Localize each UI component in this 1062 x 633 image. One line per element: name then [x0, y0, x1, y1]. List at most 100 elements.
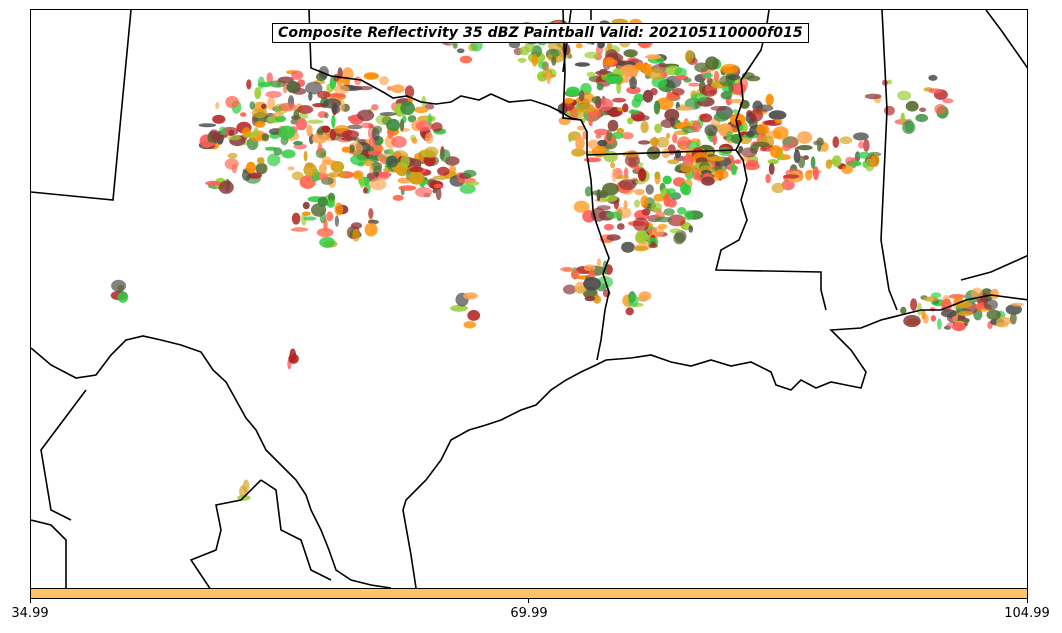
reflectivity-blob [400, 155, 410, 168]
reflectivity-blob [570, 269, 580, 280]
reflectivity-blob [349, 144, 355, 153]
reflectivity-blob [517, 57, 527, 63]
reflectivity-blob [340, 136, 357, 141]
reflectivity-blob [584, 295, 596, 302]
reflectivity-blob [685, 49, 694, 64]
reflectivity-blob [302, 211, 311, 216]
reflectivity-blob [586, 71, 596, 78]
reflectivity-blob [645, 54, 662, 60]
reflectivity-blob [240, 112, 247, 117]
reflectivity-blob [305, 81, 323, 95]
state-borders [31, 10, 1027, 588]
reflectivity-blob [531, 53, 538, 67]
reflectivity-blob [640, 195, 649, 209]
reflectivity-blob [606, 129, 613, 142]
reflectivity-blob [596, 82, 604, 91]
reflectivity-blob [291, 70, 304, 80]
reflectivity-blob [654, 171, 661, 185]
reflectivity-blob [575, 43, 583, 49]
reflectivity-blob [571, 148, 586, 157]
colorbar-tick-label-max: 104.99 [1004, 606, 1050, 621]
reflectivity-blob [415, 187, 433, 198]
reflectivity-blob [1010, 312, 1017, 325]
reflectivity-blob [569, 106, 578, 121]
map-title: Composite Reflectivity 35 dBZ Paintball … [272, 23, 809, 43]
reflectivity-blob [594, 128, 609, 136]
map-panel: Composite Reflectivity 35 dBZ Paintball … [30, 9, 1028, 589]
reflectivity-blob [762, 120, 776, 125]
colorbar-tick [30, 599, 31, 603]
reflectivity-blob [399, 118, 405, 132]
reflectivity-blob [333, 85, 350, 94]
reflectivity-blob [934, 103, 947, 115]
reflectivity-blob [730, 164, 737, 176]
reflectivity-blob [583, 264, 596, 272]
reflectivity-blob [466, 181, 480, 186]
reflectivity-blob [354, 76, 362, 86]
reflectivity-blob [606, 211, 622, 219]
reflectivity-blob [439, 149, 451, 163]
reflectivity-blob [350, 222, 363, 230]
reflectivity-blob [316, 227, 334, 238]
reflectivity-blob [676, 106, 694, 111]
reflectivity-blob [796, 131, 813, 144]
reflectivity-blob [334, 202, 344, 216]
reflectivity-blob [663, 208, 675, 216]
reflectivity-blob [660, 119, 675, 128]
reflectivity-blob [986, 309, 1001, 320]
reflectivity-blob [629, 76, 637, 90]
reflectivity-blob [306, 124, 313, 137]
reflectivity-blob [307, 119, 324, 124]
reflectivity-blob [317, 90, 331, 99]
reflectivity-blob [387, 86, 393, 91]
reflectivity-blob [602, 56, 615, 67]
reflectivity-blob [887, 79, 892, 85]
reflectivity-blob [254, 87, 262, 100]
reflectivity-blob [202, 142, 216, 147]
mississippi-river [714, 10, 827, 311]
reflectivity-blob [642, 89, 654, 103]
reflectivity-blob [551, 55, 557, 66]
reflectivity-blob [955, 300, 973, 309]
reflectivity-blob [616, 127, 624, 135]
reflectivity-blob [677, 136, 691, 150]
reflectivity-blob [765, 173, 771, 184]
reflectivity-blob [679, 182, 689, 195]
reflectivity-blob [633, 246, 649, 252]
reflectivity-blob [628, 109, 640, 115]
reflectivity-blob [456, 48, 465, 54]
reflectivity-blob [596, 258, 602, 267]
reflectivity-blob [704, 124, 718, 137]
reflectivity-blob [275, 115, 287, 123]
mexico-state-line-3 [189, 479, 262, 588]
reflectivity-blob [288, 353, 299, 364]
reflectivity-blob [299, 175, 316, 189]
reflectivity-blob [368, 137, 376, 147]
reflectivity-blob [940, 309, 957, 318]
reflectivity-blob [303, 150, 308, 162]
reflectivity-blob [391, 136, 407, 148]
reflectivity-blob [666, 132, 671, 139]
reflectivity-blob [672, 88, 685, 96]
reflectivity-blob [537, 61, 549, 69]
reflectivity-blob [281, 149, 296, 159]
reflectivity-blob [672, 133, 678, 144]
reflectivity-blob [575, 136, 585, 151]
reflectivity-blob [603, 150, 618, 163]
reflectivity-blob [873, 153, 880, 167]
reflectivity-blob [928, 88, 942, 94]
reflectivity-blob [841, 165, 854, 175]
reflectivity-blob [897, 90, 912, 101]
reflectivity-blob [297, 105, 314, 114]
reflectivity-blob [664, 108, 680, 122]
reflectivity-blob [919, 107, 927, 113]
reflectivity-blob [435, 187, 442, 201]
reflectivity-blob [674, 130, 683, 135]
reflectivity-blob [546, 70, 551, 85]
reflectivity-blob [588, 116, 593, 127]
reflectivity-blob [205, 180, 221, 186]
reflectivity-blob [917, 302, 922, 316]
reflectivity-blob [347, 124, 363, 130]
reflectivity-blob [638, 168, 647, 182]
reflectivity-blob [576, 103, 595, 113]
